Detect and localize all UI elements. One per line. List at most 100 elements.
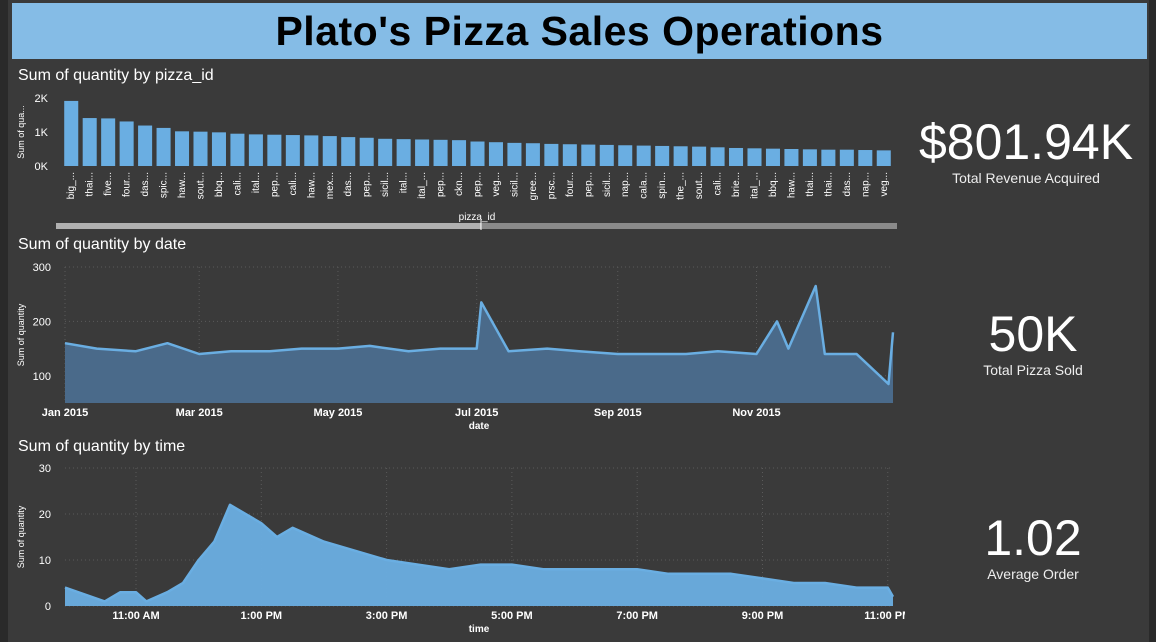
- bar: [119, 121, 134, 166]
- x-axis-label: date: [469, 421, 490, 432]
- bar: [876, 150, 891, 166]
- area-fill: [65, 286, 893, 403]
- bar: [821, 149, 836, 166]
- x-tick-label: big_...: [66, 172, 77, 199]
- x-tick-label: sout...: [196, 172, 207, 199]
- x-axis-label: time: [469, 624, 490, 635]
- area-chart-time[interactable]: 0 10 20 30 11:00 AM 1:00 PM 3:00 PM 5:00 PM 7:00…: [10, 458, 905, 640]
- x-tick-label: das...: [343, 172, 354, 196]
- y-tick-label: 0: [45, 601, 51, 613]
- bar: [562, 144, 577, 166]
- bar: [359, 137, 374, 166]
- y-tick-label: 0K: [35, 161, 49, 173]
- bar: [248, 134, 263, 166]
- x-tick-label: pep...: [362, 172, 373, 197]
- y-tick-label: 200: [33, 316, 51, 328]
- x-tick-label: cala...: [639, 172, 650, 199]
- chart-title-time: Sum of quantity by time: [18, 438, 186, 455]
- bar: [138, 125, 153, 166]
- x-tick-label: 5:00 PM: [491, 610, 533, 622]
- bar: [655, 145, 670, 166]
- x-tick-label: veg...: [491, 172, 502, 196]
- y-tick-label: 300: [33, 262, 51, 274]
- kpi-average-order: 1.02 Average Order: [903, 512, 1156, 582]
- x-tick-label: thai...: [823, 172, 834, 196]
- right-border: [1149, 0, 1156, 642]
- x-tick-label: prsc...: [546, 172, 557, 199]
- bar: [452, 140, 467, 166]
- x-tick-label: ital...: [399, 172, 410, 193]
- x-tick-label: Sep 2015: [594, 407, 642, 419]
- x-tick-label: gree...: [528, 172, 539, 200]
- y-axis-label: Sum of quantity: [16, 505, 26, 568]
- bar: [673, 146, 688, 166]
- bar: [858, 150, 873, 166]
- x-tick-label: 9:00 PM: [742, 610, 784, 622]
- bar: [618, 145, 633, 166]
- x-tick-label: four...: [565, 172, 576, 197]
- x-tick-label: thai...: [805, 172, 816, 196]
- y-axis-label: Sum of quantity: [16, 303, 26, 366]
- kpi-average-value: 1.02: [984, 510, 1082, 566]
- x-tick-label: Jul 2015: [455, 407, 498, 419]
- series-line: [64, 503, 895, 603]
- bar: [378, 138, 393, 166]
- x-tick-label: ital_...: [750, 172, 761, 199]
- y-axis-label: Sum of qua...: [16, 105, 26, 159]
- kpi-pizzas-label: Total Pizza Sold: [983, 362, 1083, 378]
- bar: [470, 141, 485, 166]
- bar: [193, 131, 208, 166]
- x-tick-label: cali...: [288, 172, 299, 195]
- bar: [82, 118, 97, 166]
- chart-title-pizza-id: Sum of quantity by pizza_id: [18, 67, 214, 84]
- bar: [488, 142, 503, 166]
- bar-chart-pizza-id[interactable]: 0K 1K 2K Sum of qua... big_... thai... five...…: [10, 86, 905, 236]
- bar: [729, 147, 744, 166]
- x-tick-label: May 2015: [313, 407, 362, 419]
- series-line: [64, 284, 895, 386]
- bar: [433, 139, 448, 166]
- title-banner: Plato's Pizza Sales Operations: [12, 3, 1147, 59]
- bar: [581, 144, 596, 166]
- x-tick-label: ital_...: [417, 172, 428, 199]
- bar: [64, 100, 79, 166]
- area-fill: [65, 504, 893, 606]
- bar: [101, 118, 116, 166]
- area-chart-date[interactable]: 100 200 300 Jan 2015 Mar 2015 May 2015 Jul 201…: [10, 258, 905, 433]
- bar: [156, 127, 171, 166]
- x-tick-label: bbq...: [768, 172, 779, 197]
- x-tick-label: 11:00 PM: [864, 610, 905, 622]
- kpi-revenue-value: $801.94K: [918, 114, 1134, 170]
- bar: [710, 147, 725, 166]
- x-tick-label: haw...: [786, 172, 797, 198]
- x-tick-label: 3:00 PM: [366, 610, 408, 622]
- bar: [784, 149, 799, 166]
- bar: [415, 139, 430, 166]
- x-tick-label: sout...: [694, 172, 705, 199]
- bar: [636, 145, 651, 166]
- y-tick-label: 1K: [35, 127, 49, 139]
- left-border: [0, 0, 8, 642]
- x-tick-label: pep...: [473, 172, 484, 197]
- bar: [692, 146, 707, 166]
- x-tick-label: 1:00 PM: [241, 610, 283, 622]
- bar: [341, 137, 356, 166]
- x-tick-label: veg...: [879, 172, 890, 196]
- x-tick-label: 7:00 PM: [616, 610, 658, 622]
- page-title: Plato's Pizza Sales Operations: [275, 7, 884, 54]
- y-tick-label: 30: [39, 463, 51, 475]
- x-tick-label: pep...: [436, 172, 447, 197]
- x-tick-label: Nov 2015: [732, 407, 780, 419]
- bar: [175, 131, 190, 166]
- bar: [322, 136, 337, 166]
- bar: [285, 135, 300, 166]
- bar: [211, 132, 226, 166]
- x-tick-label: bbq...: [214, 172, 225, 197]
- x-tick-label: 11:00 AM: [112, 610, 159, 622]
- x-tick-label: haw...: [177, 172, 188, 198]
- bar: [525, 143, 540, 166]
- x-tick-label: haw...: [306, 172, 317, 198]
- x-tick-label: five...: [103, 172, 114, 196]
- bar: [304, 135, 319, 166]
- x-tick-label: sicil...: [380, 172, 391, 197]
